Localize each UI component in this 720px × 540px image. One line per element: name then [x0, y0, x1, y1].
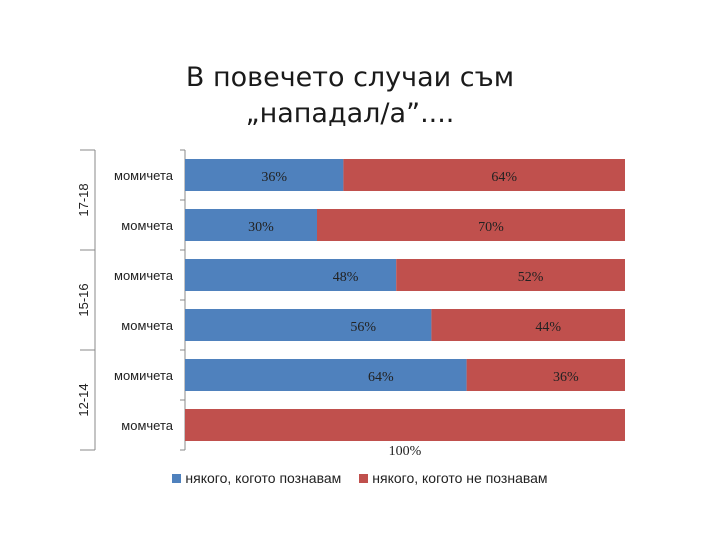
- group-label: 17-18: [76, 183, 91, 216]
- chart-legend: някого, когото познавам някого, когото н…: [130, 470, 590, 486]
- category-label: момичета: [114, 268, 174, 283]
- data-label-known: 48%: [333, 270, 359, 285]
- bar-known: [185, 259, 397, 291]
- category-label: момчета: [121, 318, 173, 333]
- bar-unknown: [185, 409, 625, 441]
- data-label-known: 56%: [350, 320, 376, 335]
- bar-known: [185, 309, 432, 341]
- legend-label-unknown: някого, когото не познавам: [372, 470, 548, 486]
- bar-unknown: [466, 359, 625, 391]
- bar-unknown: [431, 309, 625, 341]
- bar-known: [185, 359, 467, 391]
- data-label-unknown: 64%: [491, 170, 517, 185]
- category-label: момчета: [121, 418, 173, 433]
- group-label: 12-14: [76, 383, 91, 416]
- category-label: момичета: [114, 368, 174, 383]
- data-label-known: 30%: [248, 220, 274, 235]
- data-label-unknown: 44%: [535, 320, 561, 335]
- bar-known: [185, 159, 344, 191]
- chart-title: В повечето случаи съм „нападал/а”....: [140, 60, 560, 132]
- legend-item-known: някого, когото познавам: [172, 470, 341, 486]
- data-label-unknown: 100%: [389, 444, 422, 459]
- bar-unknown: [317, 209, 625, 241]
- legend-swatch-known: [172, 473, 182, 483]
- chart-title-line2: „нападал/а”....: [245, 98, 455, 129]
- chart-title-line1: В повечето случаи съм: [185, 62, 515, 93]
- legend-label-known: някого, когото познавам: [185, 470, 342, 486]
- data-label-unknown: 36%: [553, 370, 579, 385]
- bar-known: [185, 209, 317, 241]
- data-label-unknown: 70%: [478, 220, 504, 235]
- category-label: момчета: [121, 218, 173, 233]
- group-label: 15-16: [76, 283, 91, 316]
- data-label-unknown: 52%: [518, 270, 544, 285]
- legend-item-unknown: някого, когото не познавам: [359, 470, 548, 486]
- legend-swatch-unknown: [359, 473, 369, 483]
- bar-unknown: [343, 159, 625, 191]
- bar-unknown: [396, 259, 625, 291]
- data-label-known: 36%: [261, 170, 287, 185]
- data-label-known: 64%: [368, 370, 394, 385]
- category-label: момичета: [114, 168, 174, 183]
